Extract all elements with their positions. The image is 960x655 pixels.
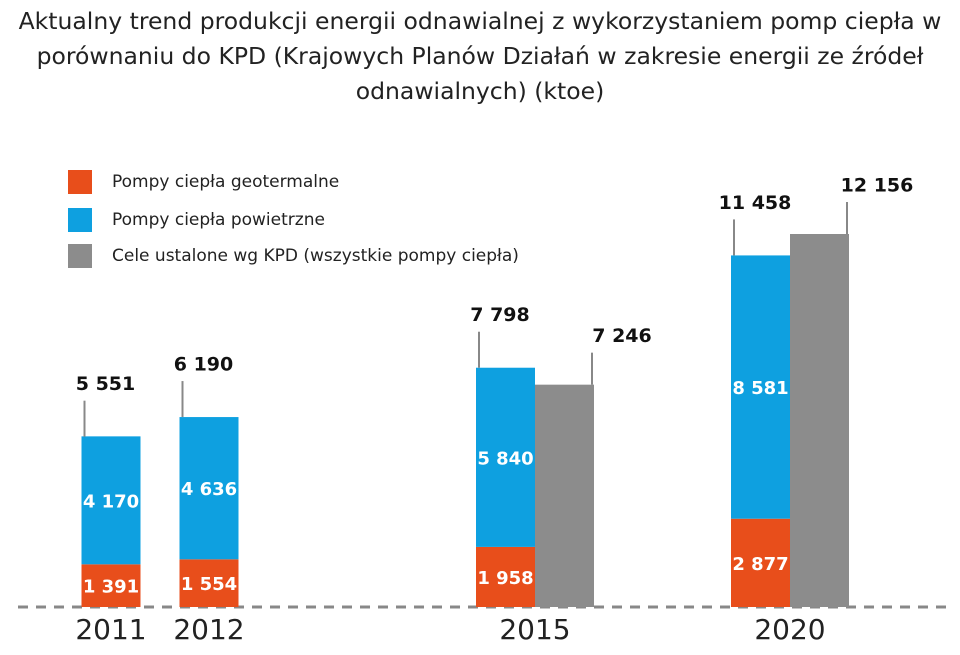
value-label: 5 840 — [477, 448, 533, 469]
chart-title: Aktualny trend produkcji energii odnawia… — [18, 7, 942, 105]
bar-segment — [731, 518, 790, 607]
bar-segment — [179, 559, 239, 607]
bar-segment — [81, 564, 141, 607]
bar-segment — [81, 436, 141, 565]
total-label: 6 190 — [174, 354, 234, 376]
value-label: 2 877 — [732, 554, 788, 575]
legend-swatch — [68, 244, 92, 268]
x-tick-label: 2012 — [173, 613, 244, 646]
target-bar — [790, 234, 849, 607]
total-label: 7 798 — [470, 304, 530, 326]
legend-label: Pompy ciepła geotermalne — [112, 172, 339, 192]
legend-label: Cele ustalone wg KPD (wszystkie pompy ci… — [112, 246, 519, 266]
value-label: 4 170 — [83, 491, 139, 512]
value-label: 8 581 — [732, 378, 788, 399]
bar-segment — [476, 546, 535, 607]
legend-swatch — [68, 170, 92, 194]
x-tick-label: 2020 — [754, 613, 825, 646]
value-label: 1 391 — [83, 577, 139, 598]
target-label: 12 156 — [841, 175, 914, 197]
target-label: 7 246 — [592, 325, 652, 347]
value-label: 1 958 — [477, 568, 533, 589]
total-label: 11 458 — [719, 192, 792, 214]
bar-segment — [179, 417, 239, 560]
x-tick-label: 2015 — [499, 613, 570, 646]
x-tick-label: 2011 — [75, 613, 146, 646]
bar-segment — [476, 367, 535, 547]
total-label: 5 551 — [76, 373, 136, 395]
target-bar — [535, 384, 594, 607]
value-label: 4 636 — [181, 479, 237, 500]
legend-swatch — [68, 208, 92, 232]
value-label: 1 554 — [181, 574, 237, 595]
bar-segment — [731, 255, 790, 519]
legend-label: Pompy ciepła powietrzne — [112, 210, 325, 230]
